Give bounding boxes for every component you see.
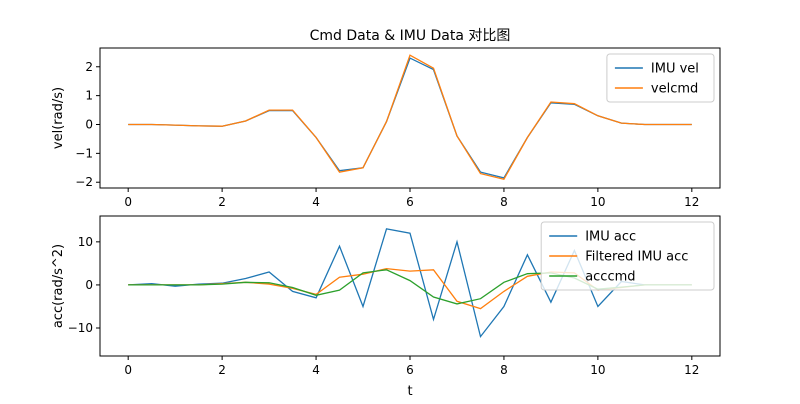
- legend-label: velcmd: [651, 82, 698, 97]
- x-tick-label: 10: [590, 363, 605, 377]
- x-axis-label: t: [407, 384, 412, 399]
- y-tick-label: 2: [85, 60, 93, 74]
- y-axis-label: acc(rad/s^2): [51, 244, 66, 328]
- y-tick-label: 1: [85, 89, 93, 103]
- x-tick-label: 2: [218, 363, 226, 377]
- y-axis-label: vel(rad/s): [51, 87, 66, 149]
- y-tick-label: −2: [75, 175, 93, 189]
- y-tick-label: 0: [85, 278, 93, 292]
- y-tick-label: 0: [85, 117, 93, 131]
- legend-box: [540, 221, 715, 291]
- legend-box: [606, 53, 715, 103]
- legend-label: Filtered IMU acc: [585, 250, 688, 265]
- x-tick-label: 12: [684, 195, 699, 209]
- x-tick-label: 0: [124, 195, 132, 209]
- legend-label: IMU vel: [651, 62, 699, 77]
- legend: IMU acc Filtered IMU acc acccmd: [540, 221, 715, 291]
- y-tick-label: −1: [75, 146, 93, 160]
- legend-label: IMU acc: [585, 230, 636, 245]
- x-tick-label: 6: [406, 363, 414, 377]
- x-tick-label: 4: [312, 195, 320, 209]
- legend-label: acccmd: [585, 270, 635, 285]
- x-tick-label: 6: [406, 195, 414, 209]
- y-tick-label: 10: [78, 235, 93, 249]
- x-tick-label: 0: [124, 363, 132, 377]
- legend: IMU vel velcmd: [606, 53, 715, 103]
- y-tick-label: −10: [68, 321, 93, 335]
- x-tick-label: 2: [218, 195, 226, 209]
- chart-panel-2: 0 2 4 6 8 10 12 −10 0 10 acc(rad/s^2) t IMU acc Filte…: [51, 215, 721, 399]
- x-tick-label: 8: [500, 363, 508, 377]
- x-tick-label: 8: [500, 195, 508, 209]
- x-tick-label: 12: [684, 363, 699, 377]
- chart-title: Cmd Data & IMU Data 对比图: [310, 28, 511, 44]
- series-line-velcmd: [128, 54, 692, 181]
- x-tick-label: 10: [590, 195, 605, 209]
- series-group: [128, 54, 692, 181]
- x-tick-label: 4: [312, 363, 320, 377]
